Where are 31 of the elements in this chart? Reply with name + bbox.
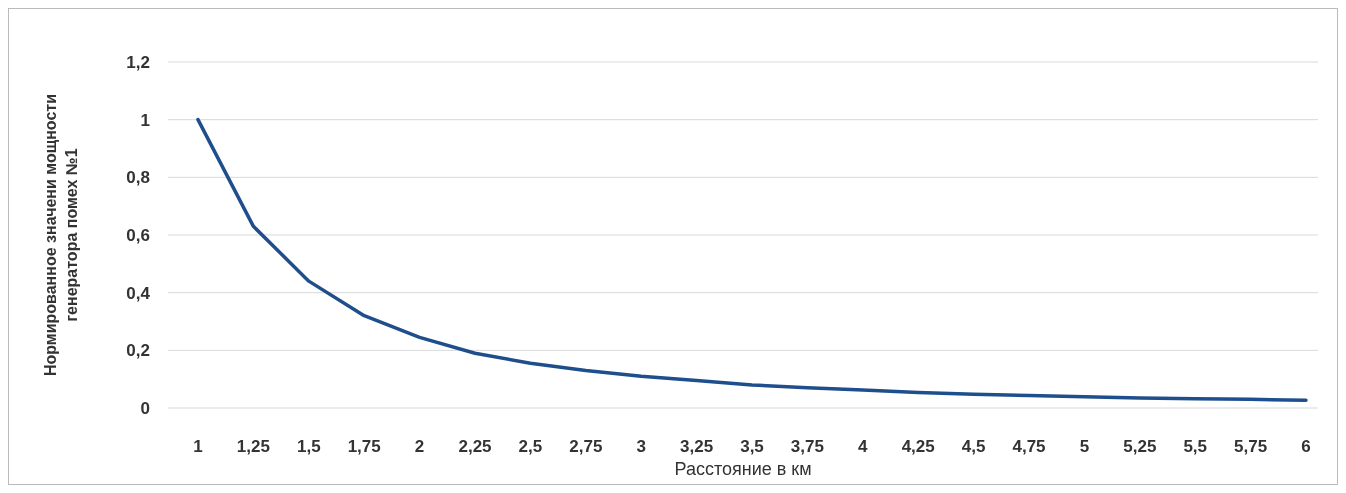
x-tick-label: 5 bbox=[1079, 437, 1090, 456]
x-tick-label: 4,25 bbox=[901, 437, 935, 456]
y-axis-title: Нормированное значени мощности генератора помех №1 bbox=[42, 93, 80, 377]
x-tick-label: 2,25 bbox=[458, 437, 492, 456]
x-tick-label: 2,5 bbox=[518, 437, 543, 456]
x-tick-label: 1,25 bbox=[236, 437, 270, 456]
x-tick-label: 4,5 bbox=[961, 437, 986, 456]
x-axis-title: Расстояние в км bbox=[674, 459, 812, 479]
x-tick-label: 1,5 bbox=[296, 437, 321, 456]
y-tick-label: 0,6 bbox=[126, 225, 150, 245]
x-tick-label: 3,75 bbox=[790, 437, 824, 456]
y-tick-label: 0,2 bbox=[126, 341, 150, 361]
x-tick-label: 6 bbox=[1301, 437, 1311, 456]
y-tick-label: 0,8 bbox=[126, 168, 150, 188]
x-tick-label: 1 bbox=[193, 437, 203, 456]
x-tick-label: 5,5 bbox=[1183, 437, 1208, 456]
x-tick-label: 2,75 bbox=[569, 437, 603, 456]
y-tick-label: 0 bbox=[140, 398, 150, 418]
x-tick-label: 2 bbox=[414, 437, 425, 456]
x-tick-label: 3,5 bbox=[740, 437, 764, 456]
x-tick-label: 5,75 bbox=[1234, 437, 1268, 456]
x-tick-label: 3,25 bbox=[680, 437, 714, 456]
line-series bbox=[196, 117, 1308, 402]
x-tick-label: 3 bbox=[636, 437, 646, 456]
y-tick-label: 1,2 bbox=[126, 52, 150, 72]
y-tick-label: 0,4 bbox=[126, 283, 151, 303]
x-tick-label: 5,25 bbox=[1123, 437, 1157, 456]
x-tick-label: 4,75 bbox=[1012, 437, 1046, 456]
y-tick-label: 1 bbox=[140, 110, 150, 130]
x-tick-label: 4 bbox=[858, 437, 869, 456]
x-tick-label: 1,75 bbox=[347, 437, 381, 456]
